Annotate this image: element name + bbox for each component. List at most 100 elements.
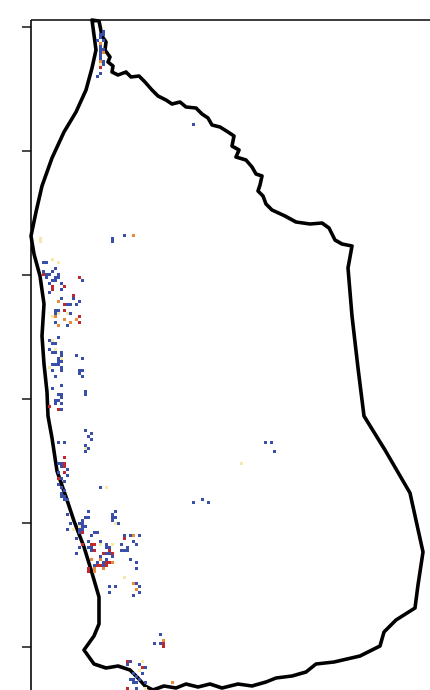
data-cell [57, 363, 60, 366]
data-cell [75, 303, 78, 306]
data-cell [81, 375, 84, 378]
data-cell [105, 546, 108, 549]
data-cell [132, 582, 135, 585]
data-cell [81, 531, 84, 534]
data-cell [84, 450, 87, 453]
data-cell [123, 576, 126, 579]
data-cell [60, 366, 63, 369]
data-cell [126, 687, 129, 690]
data-cell [159, 642, 162, 645]
data-cell [51, 363, 54, 366]
data-cell [99, 60, 102, 63]
data-cell [93, 531, 96, 534]
data-cell [129, 660, 132, 663]
data-cell [201, 498, 204, 501]
data-cell [63, 462, 66, 465]
data-pixels [39, 30, 276, 690]
data-cell [57, 312, 60, 315]
data-cell [99, 33, 102, 36]
data-cell [99, 36, 102, 39]
data-cell [132, 540, 135, 543]
data-cell [60, 357, 63, 360]
data-cell [48, 339, 51, 342]
data-cell [63, 465, 66, 468]
data-cell [108, 561, 111, 564]
data-cell [48, 291, 51, 294]
data-cell [87, 516, 90, 519]
data-cell [57, 324, 60, 327]
data-cell [138, 591, 141, 594]
data-cell [54, 279, 57, 282]
data-cell [84, 393, 87, 396]
data-cell [102, 33, 105, 36]
data-cell [96, 39, 99, 42]
data-cell [126, 660, 129, 663]
data-cell [63, 441, 66, 444]
data-cell [57, 300, 60, 303]
data-cell [135, 543, 138, 546]
data-cell [102, 30, 105, 33]
data-cell [51, 387, 54, 390]
data-cell [57, 441, 60, 444]
data-cell [78, 300, 81, 303]
data-cell [102, 63, 105, 66]
data-cell [270, 441, 273, 444]
data-cell [54, 363, 57, 366]
data-cell [99, 54, 102, 57]
data-cell [78, 315, 81, 318]
data-cell [78, 525, 81, 528]
data-cell [162, 645, 165, 648]
data-cell [51, 339, 54, 342]
data-cell [99, 48, 102, 51]
data-cell [48, 282, 51, 285]
data-cell [90, 543, 93, 546]
data-cell [60, 393, 63, 396]
data-cell [63, 498, 66, 501]
data-cell [60, 477, 63, 480]
data-cell [192, 501, 195, 504]
data-cell [111, 237, 114, 240]
data-cell [54, 321, 57, 324]
data-cell [96, 75, 99, 78]
data-cell [60, 282, 63, 285]
data-cell [54, 342, 57, 345]
data-cell [132, 678, 135, 681]
data-cell [129, 678, 132, 681]
data-cell [111, 516, 114, 519]
data-cell [102, 48, 105, 51]
data-cell [54, 276, 57, 279]
data-cell [63, 309, 66, 312]
data-cell [60, 465, 63, 468]
data-cell [75, 354, 78, 357]
data-cell [96, 561, 99, 564]
data-cell [240, 462, 243, 465]
data-cell [51, 288, 54, 291]
data-cell [60, 351, 63, 354]
data-cell [45, 261, 48, 264]
data-cell [96, 531, 99, 534]
data-cell [99, 45, 102, 48]
data-cell [135, 588, 138, 591]
data-cell [54, 399, 57, 402]
data-cell [63, 318, 66, 321]
data-cell [123, 534, 126, 537]
data-cell [102, 60, 105, 63]
data-cell [72, 294, 75, 297]
data-cell [90, 558, 93, 561]
data-cell [144, 681, 147, 684]
data-cell [78, 321, 81, 324]
data-cell [78, 369, 81, 372]
data-cell [84, 390, 87, 393]
data-cell [144, 666, 147, 669]
data-cell [48, 348, 51, 351]
data-cell [60, 396, 63, 399]
data-cell [81, 279, 84, 282]
data-cell [60, 462, 63, 465]
data-cell [57, 483, 60, 486]
data-cell [87, 567, 90, 570]
data-cell [57, 360, 60, 363]
data-cell [99, 486, 102, 489]
data-cell [72, 528, 75, 531]
data-cell [63, 471, 66, 474]
data-cell [159, 633, 162, 636]
